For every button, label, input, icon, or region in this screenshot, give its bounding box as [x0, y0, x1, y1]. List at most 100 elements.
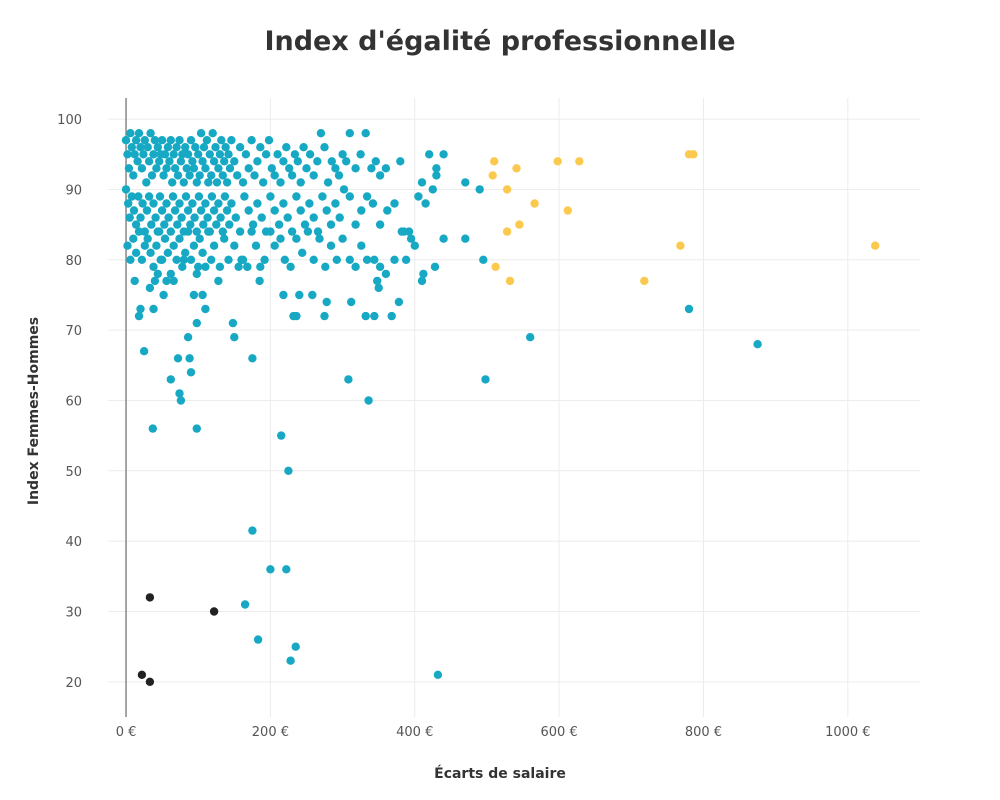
data-point[interactable] — [298, 248, 307, 257]
data-point[interactable] — [273, 150, 282, 159]
data-point[interactable] — [195, 171, 204, 180]
data-point[interactable] — [160, 150, 170, 159]
data-point[interactable] — [143, 143, 152, 152]
data-point[interactable] — [871, 241, 880, 250]
data-point[interactable] — [177, 213, 186, 222]
data-point[interactable] — [126, 255, 135, 264]
data-point[interactable] — [260, 255, 269, 264]
data-point[interactable] — [222, 206, 232, 215]
data-point[interactable] — [183, 150, 193, 159]
data-point[interactable] — [274, 220, 284, 229]
data-point[interactable] — [131, 136, 141, 145]
data-point[interactable] — [196, 206, 206, 215]
data-point[interactable] — [488, 171, 497, 180]
data-point[interactable] — [331, 199, 340, 208]
data-point[interactable] — [279, 157, 288, 166]
data-point[interactable] — [160, 234, 170, 243]
data-point[interactable] — [266, 227, 275, 236]
data-point[interactable] — [267, 164, 276, 173]
data-point[interactable] — [302, 164, 311, 173]
data-point[interactable] — [156, 255, 165, 264]
data-point[interactable] — [201, 304, 210, 314]
data-point[interactable] — [145, 283, 155, 293]
data-point[interactable] — [224, 150, 233, 159]
data-point[interactable] — [345, 192, 354, 201]
data-point[interactable] — [189, 164, 199, 173]
data-point[interactable] — [280, 255, 289, 264]
data-point[interactable] — [315, 234, 324, 243]
data-point[interactable] — [371, 157, 380, 166]
data-point[interactable] — [428, 185, 437, 194]
data-point[interactable] — [255, 276, 264, 286]
data-point[interactable] — [168, 178, 177, 187]
data-point[interactable] — [279, 199, 288, 208]
data-point[interactable] — [227, 136, 236, 145]
data-point[interactable] — [299, 143, 308, 152]
data-point[interactable] — [526, 333, 535, 342]
data-point[interactable] — [170, 206, 180, 215]
data-point[interactable] — [162, 199, 171, 208]
data-point[interactable] — [235, 227, 245, 236]
data-point[interactable] — [143, 234, 152, 243]
data-point[interactable] — [286, 656, 295, 665]
data-point[interactable] — [256, 143, 265, 152]
data-point[interactable] — [136, 213, 145, 222]
data-point[interactable] — [220, 192, 230, 201]
data-point[interactable] — [152, 164, 161, 173]
data-point[interactable] — [240, 600, 250, 609]
data-point[interactable] — [296, 178, 305, 187]
data-point[interactable] — [295, 290, 304, 300]
data-point[interactable] — [357, 241, 366, 250]
data-point[interactable] — [169, 241, 178, 250]
data-point[interactable] — [175, 389, 184, 398]
data-point[interactable] — [342, 157, 351, 166]
data-point[interactable] — [553, 157, 562, 166]
data-point[interactable] — [144, 157, 154, 166]
data-point[interactable] — [334, 171, 344, 180]
data-point[interactable] — [172, 255, 181, 264]
data-point[interactable] — [331, 164, 340, 173]
data-point[interactable] — [175, 234, 184, 243]
data-point[interactable] — [475, 185, 484, 194]
data-point[interactable] — [432, 164, 441, 173]
data-point[interactable] — [139, 150, 148, 159]
data-point[interactable] — [270, 241, 279, 250]
data-point[interactable] — [282, 565, 291, 574]
data-point[interactable] — [338, 150, 347, 159]
data-point[interactable] — [163, 143, 173, 152]
data-point[interactable] — [323, 178, 333, 187]
data-point[interactable] — [194, 150, 203, 159]
data-point[interactable] — [181, 248, 190, 257]
data-point[interactable] — [351, 220, 360, 229]
data-point[interactable] — [166, 136, 175, 145]
data-point[interactable] — [270, 206, 279, 215]
data-point[interactable] — [479, 255, 488, 264]
data-point[interactable] — [373, 276, 382, 286]
data-point[interactable] — [326, 220, 336, 229]
data-point[interactable] — [185, 354, 194, 363]
data-point[interactable] — [121, 136, 131, 145]
data-point[interactable] — [248, 354, 257, 363]
data-point[interactable] — [123, 241, 132, 250]
data-point[interactable] — [192, 269, 201, 279]
data-point[interactable] — [145, 593, 155, 602]
data-point[interactable] — [190, 213, 199, 222]
data-point[interactable] — [207, 192, 217, 201]
data-point[interactable] — [390, 199, 399, 208]
data-point[interactable] — [375, 262, 385, 271]
data-point[interactable] — [676, 241, 685, 250]
data-point[interactable] — [155, 157, 164, 166]
data-point[interactable] — [148, 424, 157, 433]
data-point[interactable] — [134, 227, 144, 236]
data-point[interactable] — [287, 227, 297, 236]
data-point[interactable] — [292, 311, 301, 321]
data-point[interactable] — [175, 136, 184, 145]
data-point[interactable] — [410, 241, 419, 250]
data-point[interactable] — [231, 213, 240, 222]
data-point[interactable] — [215, 150, 225, 159]
data-point[interactable] — [332, 255, 341, 264]
data-point[interactable] — [291, 642, 300, 651]
data-point[interactable] — [351, 164, 360, 173]
data-point[interactable] — [419, 269, 428, 279]
data-point[interactable] — [127, 192, 136, 201]
